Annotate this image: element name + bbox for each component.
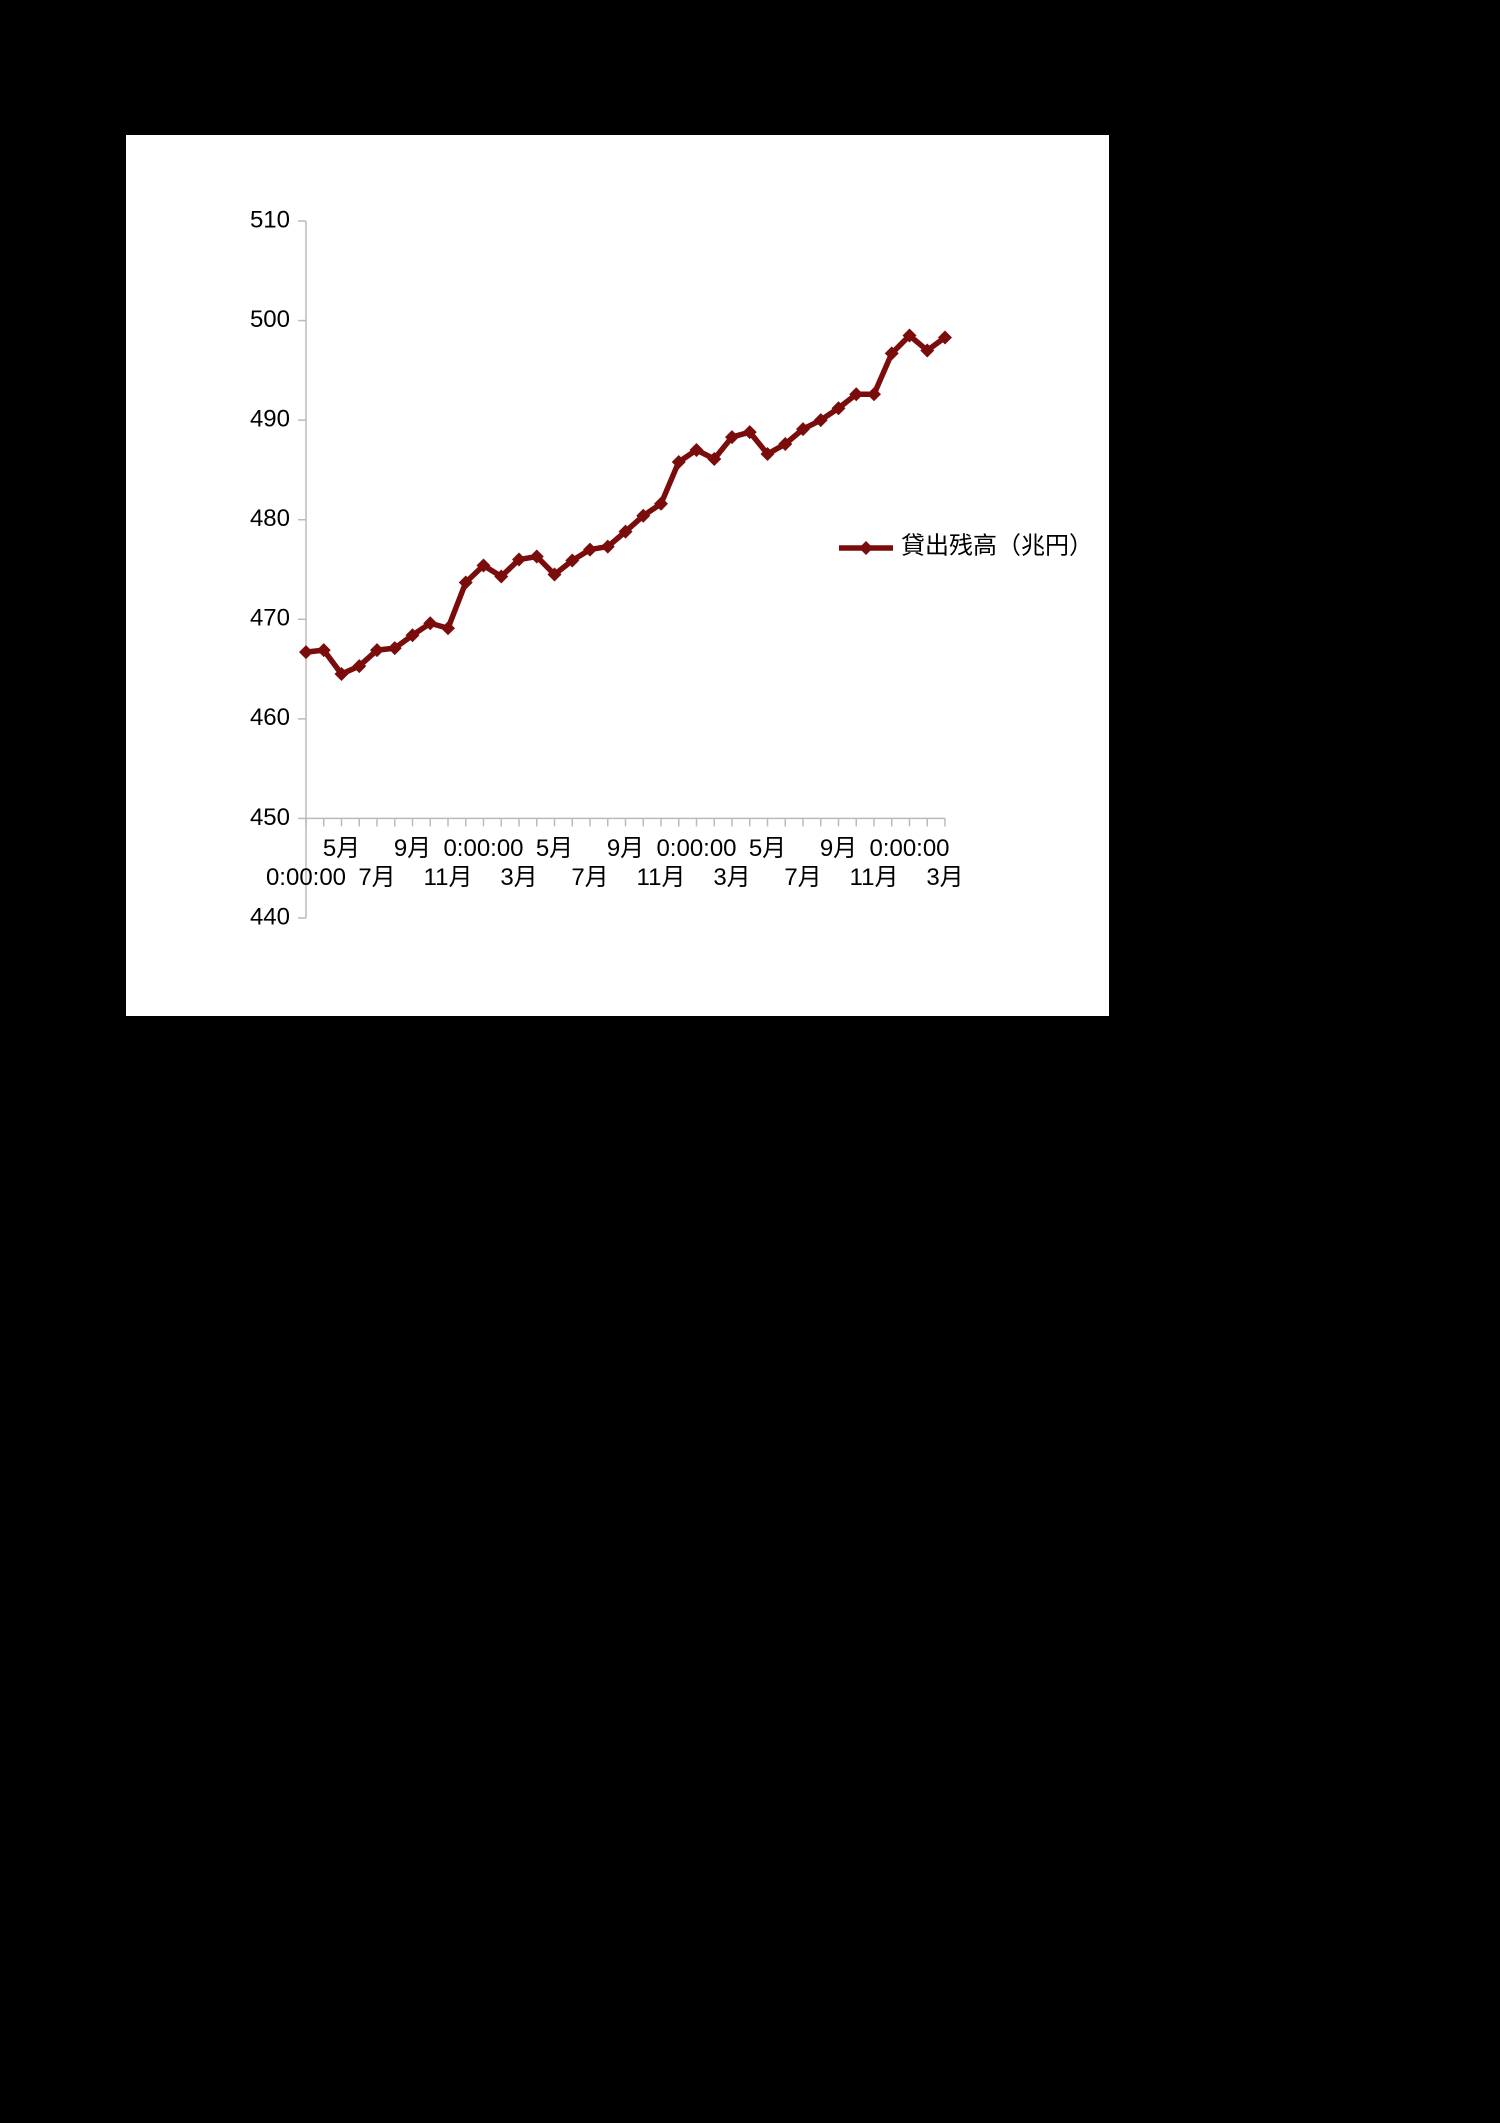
y-tick-label: 450 [250,804,290,831]
marker [458,575,473,590]
x-tick-label: 5月 [749,835,786,862]
x-tick-label: 5月 [536,835,573,862]
x-tick-label: 11月 [637,864,686,891]
marker [370,643,384,658]
marker [902,328,917,343]
x-tick-label: 0:00:00 [266,864,346,891]
chart-area [126,135,1109,1016]
x-tick-label: 9月 [820,835,857,862]
x-tick-label: 7月 [571,864,608,891]
x-tick-label: 7月 [358,864,395,891]
marker [671,454,686,469]
marker [938,330,952,345]
x-tick-label: 9月 [394,835,431,862]
x-tick-label: 3月 [713,864,750,891]
x-tick-label: 0:00:00 [443,835,523,862]
marker [423,616,438,631]
marker [405,628,420,643]
marker [476,558,491,573]
y-tick-label: 480 [250,505,290,532]
y-tick-label: 490 [250,405,290,432]
x-tick-label: 3月 [926,864,963,891]
marker [494,569,509,584]
marker [441,621,455,636]
marker [600,539,615,554]
y-tick-label: 440 [250,903,290,930]
marker [849,387,864,402]
marker [689,443,704,458]
marker [725,430,739,445]
marker [316,643,331,658]
marker [512,552,526,567]
y-tick-label: 500 [250,306,290,333]
x-tick-label: 0:00:00 [656,835,736,862]
legend-marker [859,541,873,555]
marker [352,659,367,674]
marker [547,567,562,582]
marker [742,425,757,440]
legend-text: 貸出残高（兆円） [901,533,1093,560]
marker [299,645,313,660]
marker [760,446,775,461]
marker [565,553,580,568]
x-tick-label: 9月 [607,835,644,862]
x-tick-label: 7月 [784,864,821,891]
x-tick-label: 0:00:00 [869,835,949,862]
marker [920,343,935,358]
y-tick-label: 470 [250,605,290,632]
marker [884,346,899,361]
y-tick-label: 510 [250,206,290,233]
marker [831,401,846,416]
x-tick-label: 3月 [500,864,537,891]
marker [796,422,810,437]
marker [583,542,597,557]
y-tick-label: 460 [250,704,290,731]
marker [387,641,402,656]
marker [654,496,668,511]
x-tick-label: 11月 [850,864,899,891]
marker [636,508,651,523]
marker [529,549,544,564]
marker [707,451,722,466]
marker [813,413,828,428]
marker [618,524,633,539]
marker [778,437,793,452]
marker [867,387,881,402]
marker [334,667,349,682]
x-tick-label: 5月 [323,835,360,862]
x-tick-label: 11月 [424,864,473,891]
